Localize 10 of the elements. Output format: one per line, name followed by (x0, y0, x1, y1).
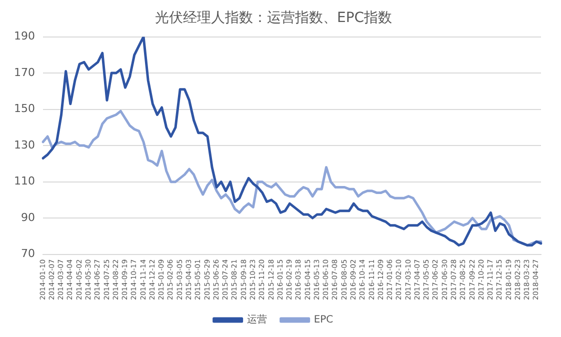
legend-label: 运营 (246, 314, 267, 326)
y-tick-label: 130 (14, 138, 35, 152)
y-tick-label: 90 (20, 210, 35, 224)
y-tick-label: 150 (14, 102, 35, 116)
y-tick-label: 170 (14, 66, 35, 79)
legend-label: EPC (314, 314, 334, 326)
y-tick-label: 110 (14, 174, 35, 188)
y-tick-label: 70 (20, 247, 35, 260)
chart-title: 光伏经理人指数：运营指数、EPC指数 (154, 10, 392, 26)
y-tick-label: 190 (14, 30, 35, 43)
